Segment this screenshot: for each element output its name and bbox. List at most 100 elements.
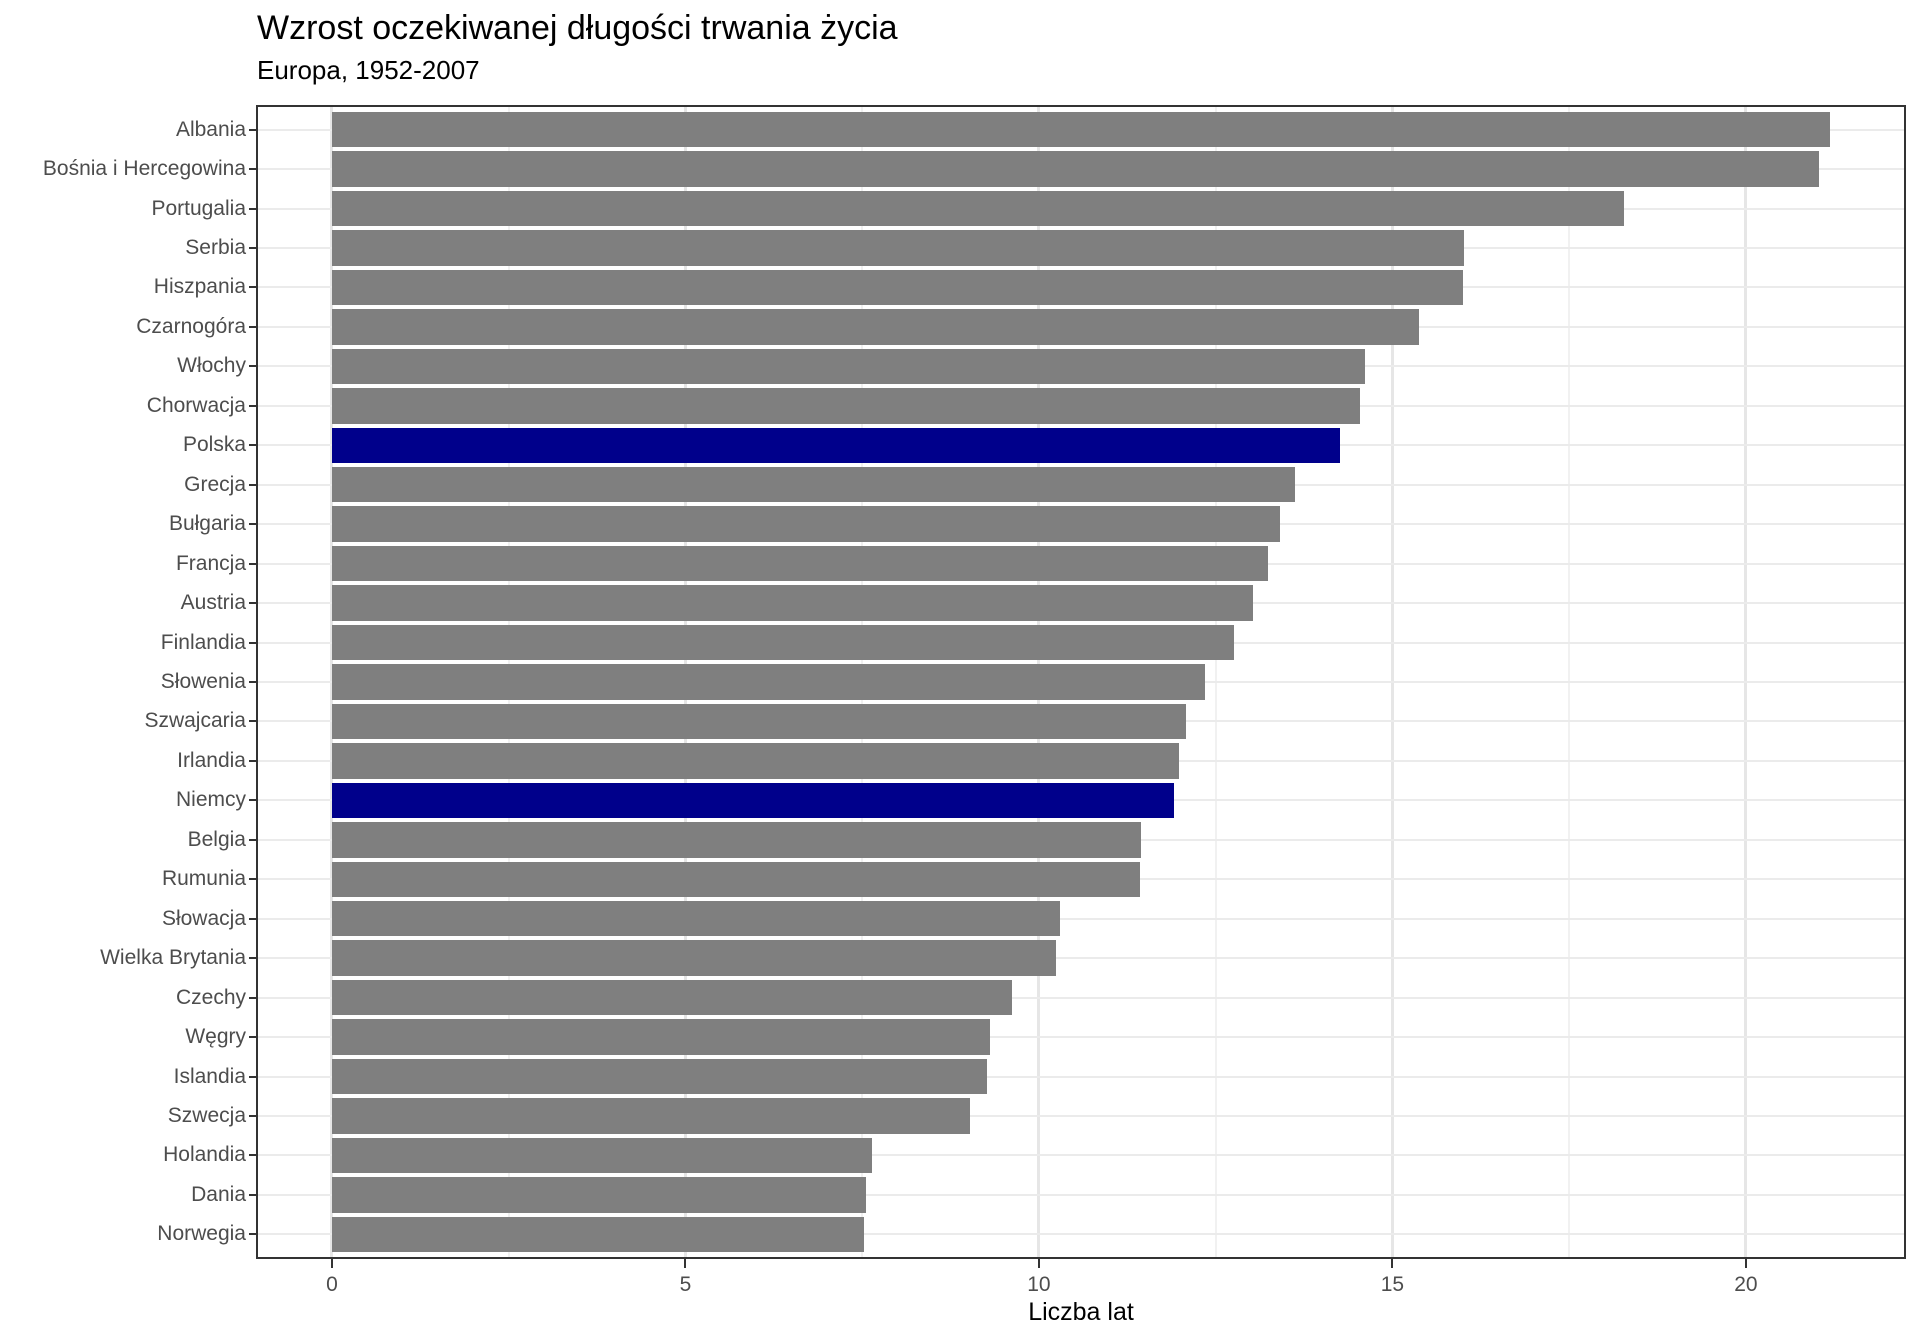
bar-albania	[331, 111, 1831, 148]
bar-slowacja	[331, 900, 1061, 937]
y-tick-portugalia	[249, 207, 256, 210]
y-tick-francja	[249, 562, 256, 565]
bar-slowenia	[331, 664, 1206, 700]
y-tick-szwecja	[249, 1114, 256, 1117]
y-tick-grecja	[249, 483, 256, 486]
y-tick-islandia	[249, 1075, 256, 1078]
y-tick-finlandia	[249, 641, 256, 644]
y-tick-niemcy	[249, 799, 256, 802]
bar-czarnogora	[331, 309, 1420, 345]
y-tick-slowacja	[249, 917, 256, 920]
y-axis-label-we-gry: Węgry	[185, 1025, 246, 1049]
x-tick-0	[330, 1259, 333, 1268]
gridline-row-slowacja	[257, 917, 1905, 920]
bar-szwecja	[331, 1098, 970, 1134]
y-tick-rumunia	[249, 878, 256, 881]
y-tick-bulgaria	[249, 523, 256, 526]
y-axis-label-norwegia: Norwegia	[157, 1222, 246, 1246]
y-axis-label-dania: Dania	[191, 1182, 246, 1206]
y-axis-label-holandia: Holandia	[163, 1143, 246, 1167]
gridline-row-dania	[257, 1193, 1905, 1196]
x-tick-5	[684, 1259, 687, 1268]
bar-serbia	[331, 230, 1464, 266]
gridline-row-szwecja	[257, 1114, 1905, 1117]
bar-szwajcaria	[331, 703, 1187, 740]
bar-we-gry	[331, 1019, 990, 1055]
y-axis-label-finlandia: Finlandia	[160, 630, 246, 654]
bar-portugalia	[331, 190, 1625, 227]
chart-title: Wzrost oczekiwanej długości trwania życi…	[257, 9, 898, 47]
bar-rumunia	[331, 861, 1140, 897]
bar-polska	[331, 427, 1340, 464]
bar-bulgaria	[331, 506, 1280, 542]
y-tick-norwegia	[249, 1233, 256, 1236]
gridline-row-wielka-brytania	[257, 957, 1905, 960]
y-axis-label-czechy: Czechy	[175, 985, 246, 1009]
y-axis-label-bulgaria: Bułgaria	[168, 512, 246, 536]
y-axis-label-austria: Austria	[180, 591, 246, 615]
y-tick-serbia	[249, 247, 256, 250]
y-tick-hiszpania	[249, 286, 256, 289]
y-axis-label-wielka-brytania: Wielka Brytania	[100, 946, 246, 970]
bar-czechy	[331, 979, 1012, 1016]
y-axis-label-wlochy: Włochy	[177, 354, 246, 378]
y-axis-label-serbia: Serbia	[185, 236, 246, 260]
x-axis-tick-label-20: 20	[1734, 1273, 1758, 1296]
bar-hiszpania	[331, 269, 1464, 306]
bar-francja	[331, 545, 1269, 582]
y-tick-holandia	[249, 1154, 256, 1157]
x-axis-tick-label-5: 5	[679, 1273, 692, 1296]
y-axis-label-albania: Albania	[175, 117, 246, 141]
y-axis-label-slowenia: Słowenia	[160, 670, 246, 693]
bar-niemcy	[331, 782, 1174, 819]
y-tick-albania	[249, 128, 256, 131]
bar-belgia	[331, 822, 1141, 858]
y-tick-szwajcaria	[249, 720, 256, 723]
x-axis-tick-label-15: 15	[1380, 1273, 1405, 1296]
gridline-row-norwegia	[257, 1233, 1905, 1236]
bar-finlandia	[331, 624, 1235, 661]
y-axis-label-rumunia: Rumunia	[161, 867, 246, 891]
y-axis-label-czarnogora: Czarnogóra	[136, 314, 246, 338]
y-tick-dania	[249, 1193, 256, 1196]
x-tick-20	[1744, 1259, 1747, 1268]
x-axis-title: Liczba lat	[1028, 1298, 1134, 1326]
y-axis-label-francja: Francja	[175, 551, 246, 575]
gridline-row-holandia	[257, 1154, 1905, 1157]
bar-austria	[331, 585, 1254, 621]
y-axis-label-hiszpania: Hiszpania	[153, 275, 246, 299]
y-tick-austria	[249, 602, 256, 605]
x-tick-15	[1391, 1259, 1394, 1268]
bar-irlandia	[331, 743, 1179, 779]
y-axis-label-szwajcaria: Szwajcaria	[144, 709, 246, 733]
y-axis-label-niemcy: Niemcy	[175, 788, 246, 812]
y-tick-czarnogora	[249, 325, 256, 328]
y-tick-wielka-brytania	[249, 957, 256, 960]
x-axis-tick-label-10: 10	[1027, 1273, 1051, 1296]
bar-islandia	[331, 1058, 988, 1095]
plot-panel	[257, 106, 1905, 1258]
y-axis-label-belgia: Belgia	[187, 827, 246, 851]
bar-bosnia-i-hercegowina	[331, 151, 1819, 187]
y-tick-irlandia	[249, 759, 256, 762]
x-axis-tick-label-0: 0	[326, 1273, 338, 1296]
gridline-row-islandia	[257, 1075, 1905, 1078]
bar-dania	[331, 1177, 866, 1213]
y-axis-label-bosnia-i-hercegowina: Bośnia i Hercegowina	[42, 157, 246, 181]
bar-wlochy	[331, 348, 1365, 385]
bar-chorwacja	[331, 388, 1360, 424]
y-tick-wlochy	[249, 365, 256, 368]
y-tick-polska	[249, 444, 256, 447]
y-tick-we-gry	[249, 1036, 256, 1039]
y-tick-czechy	[249, 996, 256, 999]
y-axis-label-grecja: Grecja	[184, 472, 246, 496]
chart-subtitle: Europa, 1952-2007	[257, 55, 480, 85]
gridline-row-czechy	[257, 996, 1905, 999]
y-axis-label-chorwacja: Chorwacja	[146, 393, 246, 417]
y-axis-label-szwecja: Szwecja	[167, 1103, 246, 1127]
y-axis-label-portugalia: Portugalia	[151, 196, 246, 220]
y-axis-label-polska: Polska	[182, 433, 246, 457]
bar-wielka-brytania	[331, 940, 1057, 976]
y-tick-chorwacja	[249, 404, 256, 407]
bar-norwegia	[331, 1216, 865, 1253]
